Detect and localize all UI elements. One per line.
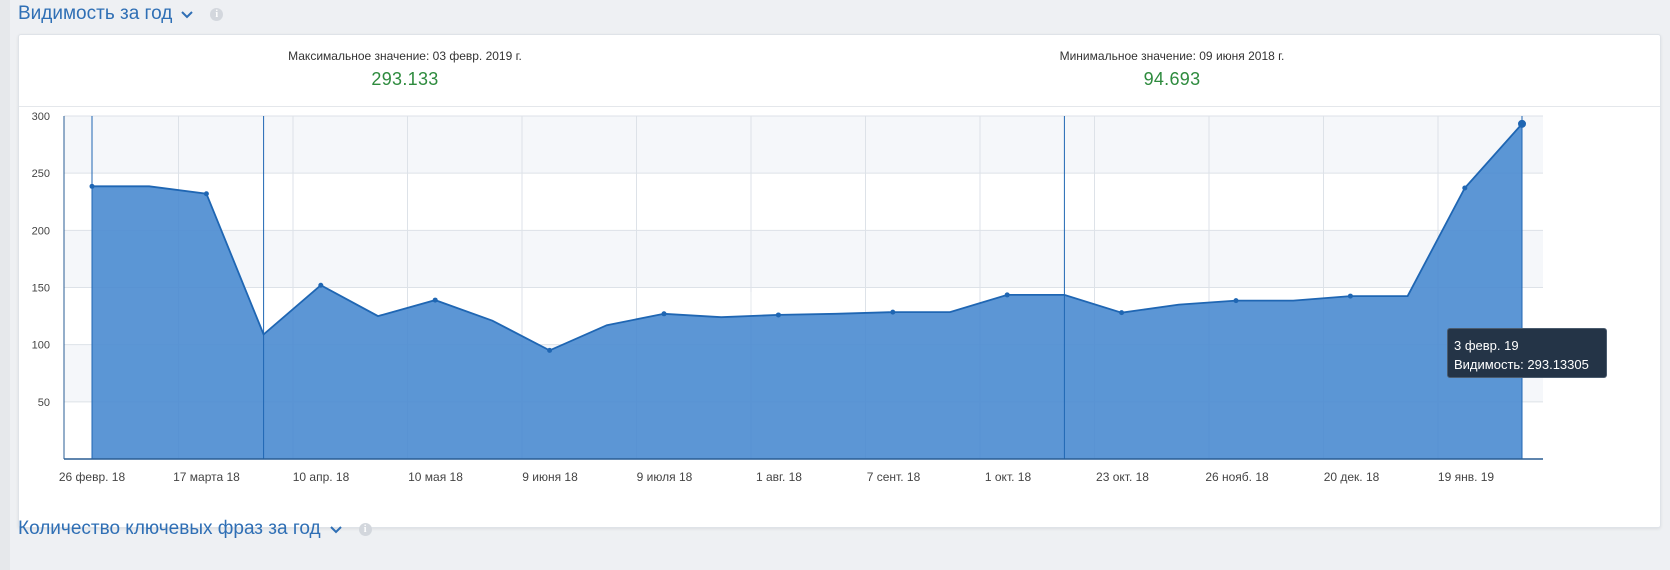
data-point [318,282,324,288]
data-point [432,297,438,303]
x-tick-label: 10 мая 18 [408,470,463,484]
data-point [89,183,95,189]
info-icon[interactable]: i [358,522,372,536]
visibility-section-title[interactable]: Видимость за год [18,3,173,24]
x-tick-label: 19 янв. 19 [1438,470,1495,484]
data-point [890,309,896,315]
visibility-card: Максимальное значение: 03 февр. 2019 г. … [18,34,1661,528]
chart-tooltip: 3 февр. 19 Видимость: 293.13305 [1447,328,1607,378]
plot-band [64,230,1543,288]
y-tick-label: 250 [32,168,50,180]
y-tick-label: 50 [38,397,50,409]
info-icon[interactable]: i [210,7,224,21]
x-tick-label: 10 апр. 18 [293,470,350,484]
keywords-section-title[interactable]: Количество ключевых фраз за год [18,518,321,539]
y-tick-label: 200 [32,225,50,237]
x-tick-label: 26 нояб. 18 [1205,470,1269,484]
data-point [1518,119,1526,128]
data-point [1462,185,1468,191]
chevron-down-icon[interactable] [329,522,343,536]
data-point [547,347,553,353]
x-tick-label: 1 окт. 18 [985,470,1032,484]
left-strip [0,0,10,570]
x-tick-label: 9 июля 18 [637,470,693,484]
x-tick-label: 17 марта 18 [173,470,240,484]
x-tick-label: 9 июня 18 [522,470,578,484]
x-tick-label: 26 февр. 18 [59,470,126,484]
data-point [1233,298,1239,304]
data-point [1347,293,1353,299]
keywords-section-header[interactable]: Количество ключевых фраз за год i [18,518,372,540]
chevron-down-icon[interactable] [180,7,194,21]
tooltip-value: Видимость: 293.13305 [1454,357,1589,372]
x-tick-label: 20 дек. 18 [1324,470,1380,484]
min-stat: Минимальное значение: 09 июня 2018 г. 94… [972,49,1372,90]
y-tick-label: 300 [32,111,50,123]
visibility-section-header[interactable]: Видимость за год i [18,3,224,25]
y-tick-label: 100 [32,340,50,352]
plot-band [64,116,1543,174]
min-stat-label: Минимальное значение: 09 июня 2018 г. [1059,49,1285,63]
x-tick-label: 7 сент. 18 [867,470,921,484]
visibility-area [92,123,1522,460]
watermark-text: SERPSTAT [709,286,860,316]
stats-divider [19,106,1660,107]
visibility-chart[interactable]: 50 100 150 200 250 300 SERPSTAT 26 февр. 18 17 м… [19,35,1660,527]
max-stat: Максимальное значение: 03 февр. 2019 г. … [205,49,605,90]
max-stat-value: 293.133 [371,69,439,89]
x-tick-label: 23 окт. 18 [1096,470,1149,484]
data-point [1119,310,1125,316]
min-stat-value: 94.693 [1143,69,1201,89]
max-stat-label: Максимальное значение: 03 февр. 2019 г. [288,49,522,63]
x-tick-label: 1 авг. 18 [756,470,802,484]
data-point [661,311,667,317]
tooltip-date: 3 февр. 19 [1454,338,1519,353]
visibility-line [92,123,1523,352]
data-point [203,191,209,197]
data-point [1004,292,1010,298]
data-point [775,312,781,318]
y-tick-label: 150 [32,283,50,295]
